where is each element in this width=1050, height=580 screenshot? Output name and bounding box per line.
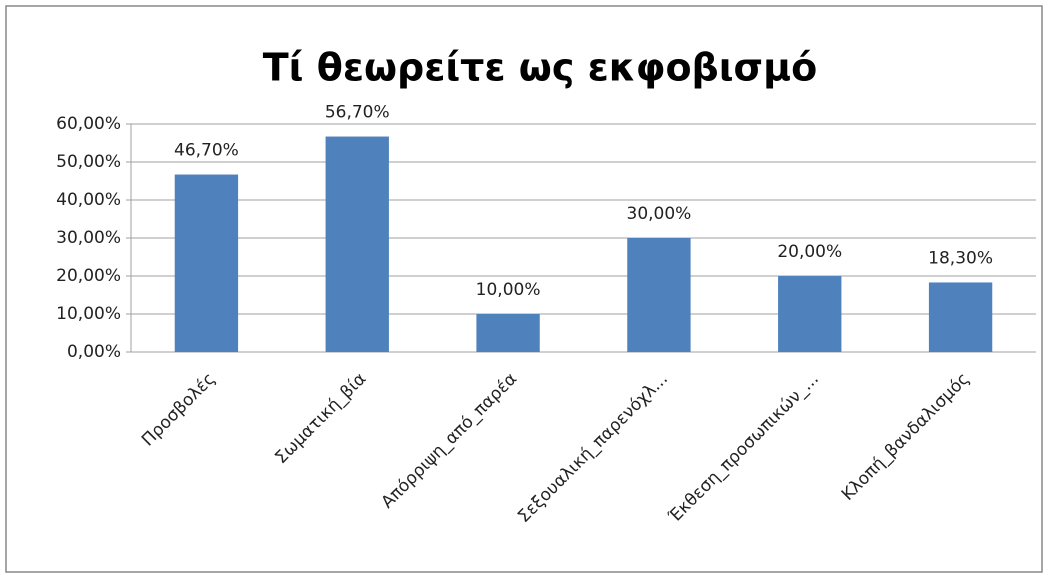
- bar: [778, 276, 842, 352]
- y-tick-label: 0,00%: [67, 342, 121, 362]
- value-label: 10,00%: [476, 280, 541, 300]
- value-label: 18,30%: [928, 248, 993, 268]
- bar: [627, 238, 691, 352]
- bar: [325, 136, 389, 352]
- value-label: 56,70%: [325, 103, 390, 123]
- bar: [476, 314, 540, 352]
- chart-title: Τί θεωρείτε ως εκφοβισμό: [263, 46, 817, 90]
- bar: [928, 282, 993, 352]
- value-label: 30,00%: [627, 204, 692, 224]
- y-tick-label: 50,00%: [56, 152, 121, 172]
- y-tick-label: 40,00%: [56, 190, 121, 210]
- y-tick-label: 30,00%: [56, 228, 121, 248]
- value-label: 20,00%: [777, 242, 842, 262]
- y-tick-label: 20,00%: [56, 266, 121, 286]
- y-tick-label: 10,00%: [56, 304, 121, 324]
- bar: [174, 174, 239, 352]
- y-tick-label: 60,00%: [56, 114, 121, 134]
- value-label: 46,70%: [174, 141, 239, 161]
